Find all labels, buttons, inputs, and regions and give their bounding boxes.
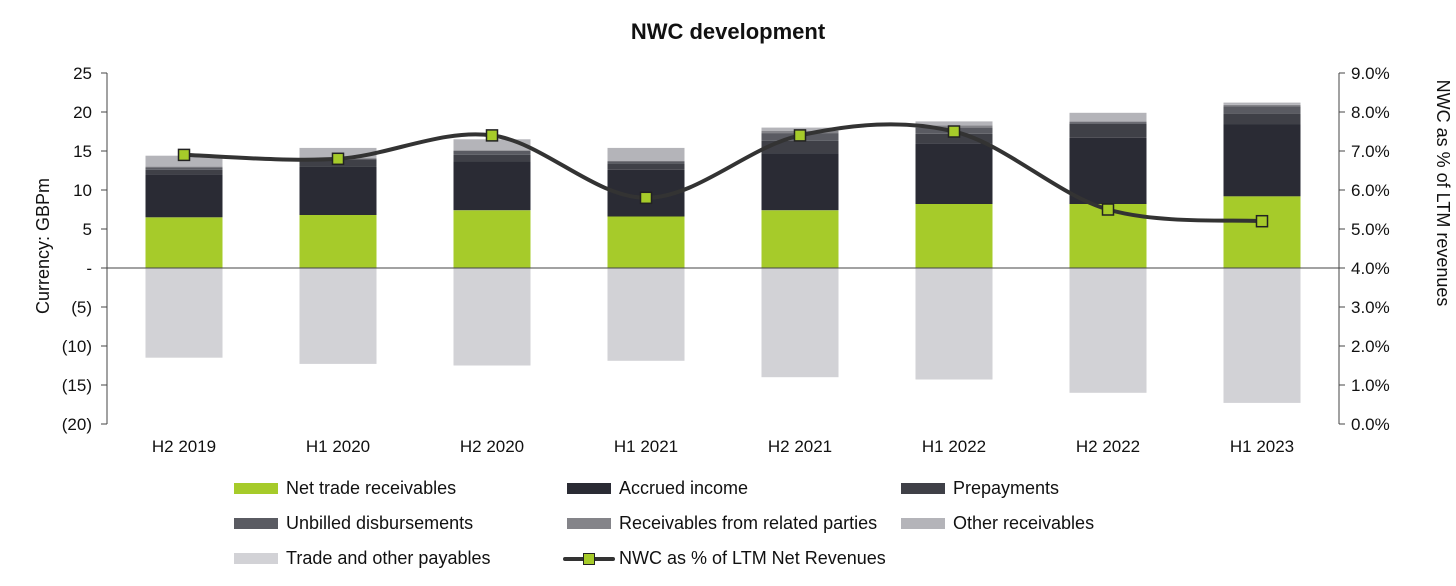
y2-tick-label: 8.0% [1351, 103, 1390, 122]
nwc-pct-marker [1255, 214, 1269, 228]
x-tick-label: H1 2023 [1230, 437, 1294, 456]
bar-segment [1223, 124, 1301, 197]
bar-segment [145, 217, 223, 268]
bar-segment [915, 204, 993, 268]
nwc-pct-marker [793, 129, 807, 142]
nwc-pct-marker [485, 129, 499, 142]
y-tick-label: 25 [73, 64, 92, 83]
y2-tick-label: 4.0% [1351, 259, 1390, 278]
nwc-pct-marker [177, 148, 191, 162]
y-tick-label: 20 [73, 103, 92, 122]
bar-segment [453, 210, 531, 268]
bar-segment [453, 268, 531, 366]
x-tick-label: H1 2020 [306, 437, 370, 456]
bar-segment [607, 161, 685, 164]
bar-segment [1223, 106, 1301, 114]
bar-segment [1069, 121, 1147, 123]
bar-segment [1069, 123, 1147, 138]
bar-segment [145, 166, 223, 168]
x-tick-label: H2 2020 [460, 437, 524, 456]
bar-segment [145, 268, 223, 358]
bar-segment [1069, 112, 1147, 122]
bar-segment [453, 150, 531, 151]
bar-segment [145, 174, 223, 218]
bar-segment [1223, 105, 1301, 107]
y2-tick-label: 0.0% [1351, 415, 1390, 434]
y2-tick-label: 5.0% [1351, 220, 1390, 239]
bar-segment [915, 133, 993, 144]
bar-segment [761, 140, 839, 154]
bar-segment [761, 153, 839, 211]
bar-segment [145, 169, 223, 175]
y2-axis-label: NWC as % of LTM revenues [1433, 80, 1453, 307]
bar-segment [607, 268, 685, 361]
x-tick-label: H2 2021 [768, 437, 832, 456]
y-tick-label: 15 [73, 142, 92, 161]
bar-segment [1069, 122, 1147, 124]
nwc-pct-line [182, 122, 1264, 224]
bar-segment [915, 143, 993, 204]
y-axis-label: Currency: GBPm [33, 178, 53, 314]
bar-segment [299, 215, 377, 268]
y-tick-label: (15) [62, 376, 92, 395]
y-tick-label: - [86, 259, 92, 278]
bar-segment [453, 139, 531, 151]
bar-segment [453, 161, 531, 211]
y2-tick-label: 1.0% [1351, 376, 1390, 395]
bar-segment [1223, 268, 1301, 403]
y-tick-label: 10 [73, 181, 92, 200]
bar-segment [145, 167, 223, 170]
bar-segment [299, 166, 377, 215]
bar-segment [1069, 268, 1147, 393]
bar-segment [915, 268, 993, 380]
chart-title: NWC development [631, 19, 826, 44]
x-tick-label: H1 2021 [614, 437, 678, 456]
x-tick-label: H1 2022 [922, 437, 986, 456]
y2-tick-label: 3.0% [1351, 298, 1390, 317]
bar-segment [453, 151, 531, 155]
nwc-pct-marker [639, 191, 653, 205]
y-tick-label: (5) [71, 298, 92, 317]
bar-segment [1223, 113, 1301, 125]
x-tick-label: H2 2022 [1076, 437, 1140, 456]
bar-segment [607, 216, 685, 268]
y2-tick-label: 6.0% [1351, 181, 1390, 200]
y-tick-label: (20) [62, 415, 92, 434]
bar-segment [915, 121, 993, 126]
bar-segment [761, 210, 839, 268]
y2-tick-label: 7.0% [1351, 142, 1390, 161]
y-tick-label: 5 [83, 220, 92, 239]
bar-segment [607, 163, 685, 170]
bar-segment [607, 147, 685, 162]
y2-tick-label: 9.0% [1351, 64, 1390, 83]
nwc-pct-marker [1101, 203, 1115, 216]
bar-segment [761, 268, 839, 378]
bar-segment [299, 268, 377, 364]
y2-tick-label: 2.0% [1351, 337, 1390, 356]
y-tick-label: (10) [62, 337, 92, 356]
x-tick-label: H2 2019 [152, 437, 216, 456]
bar-segment [1223, 102, 1301, 105]
bar-segment [1069, 137, 1147, 204]
nwc-pct-marker [947, 125, 961, 138]
bar-segment [1223, 196, 1301, 268]
nwc-pct-marker [331, 152, 345, 166]
bar-segment [453, 154, 531, 162]
